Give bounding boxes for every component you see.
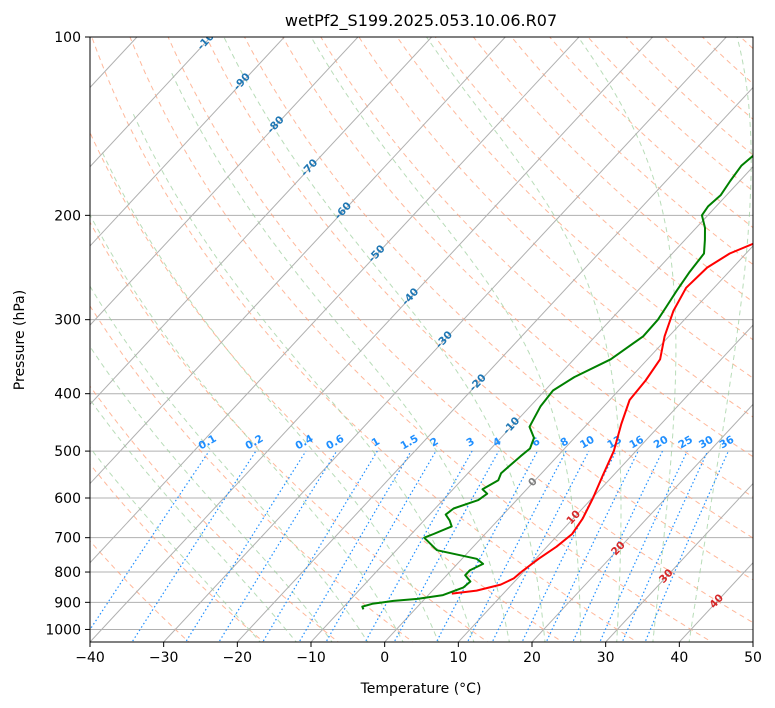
mixing-ratio-line [298, 450, 412, 642]
mixing-ratio-line [364, 450, 473, 642]
isotherm-line [236, 86, 753, 642]
isotherm-line [457, 324, 753, 642]
mixing-ratio-line [393, 450, 500, 642]
y-tick-label: 300 [54, 313, 81, 329]
isotherm-line [90, 37, 359, 326]
dry-adiabat-line [167, 37, 753, 624]
dry-adiabat-line [243, 37, 753, 539]
dry-adiabat-line [90, 463, 265, 642]
mixing-ratio-line [599, 450, 688, 642]
x-tick-label: −20 [223, 650, 253, 666]
dry-adiabat-line [434, 37, 753, 341]
mixing-ratio-line [466, 450, 567, 642]
y-tick-label: 500 [54, 444, 81, 460]
moist-adiabat-line [426, 37, 622, 642]
dry-adiabat-line [129, 37, 713, 642]
y-tick-label: 100 [54, 30, 81, 46]
isotherm-line [90, 37, 433, 406]
isotherm-line [90, 37, 654, 642]
isotherm-line [90, 37, 580, 564]
moist-adiabat-line [688, 37, 752, 642]
y-tick-label: 400 [54, 387, 81, 403]
chart-title: wetPf2_S199.2025.053.10.06.R07 [285, 11, 557, 31]
x-tick-label: 20 [523, 650, 541, 666]
moist-adiabat-line [577, 37, 677, 642]
temperature-line [451, 242, 753, 595]
plot-frame [89, 36, 754, 643]
isotherm-line [90, 37, 212, 168]
moist-adiabat-line [171, 72, 510, 642]
x-tick-label: 30 [597, 650, 615, 666]
y-axis: 100 200 300 400 500 600 700 800 900 1000 [45, 30, 90, 638]
isotherm-line [162, 37, 727, 642]
mixing-ratio-line [185, 450, 307, 642]
mixing-ratio-line [491, 450, 590, 642]
mixing-ratio-line [545, 450, 639, 642]
y-tick-label: 700 [54, 531, 81, 547]
isotherm-line [310, 165, 753, 642]
moist-adiabat-line [132, 113, 475, 642]
y-tick-label: 800 [54, 565, 81, 581]
mixing-ratio-line [521, 450, 617, 642]
dry-adiabat-line [205, 37, 753, 581]
x-tick-label: 10 [449, 650, 467, 666]
isotherm-line [90, 37, 285, 247]
y-axis-label: Pressure (hPa) [12, 290, 28, 390]
mixing-ratio-line [644, 450, 729, 642]
moist-adiabat-line [90, 446, 261, 642]
moist-adiabat-line [90, 345, 333, 642]
mixing-ratio-line [572, 450, 664, 642]
dry-adiabat-line [91, 37, 638, 642]
isotherm-line [383, 245, 753, 642]
isotherm-line [604, 482, 753, 642]
y-tick-label: 600 [54, 491, 81, 507]
dry-adiabat-line [90, 385, 340, 642]
mixing-ratio-line [325, 450, 437, 642]
isotherm-line [531, 403, 753, 642]
mixing-ratio-line [262, 450, 378, 642]
moist-adiabat-line [310, 37, 582, 642]
x-tick-label: 50 [744, 650, 762, 666]
dewpoint-line [361, 154, 753, 610]
sounding-lines [361, 154, 753, 610]
dry-adiabat-line [282, 37, 753, 498]
dry-adiabat-line [396, 37, 753, 379]
x-tick-label: 0 [380, 650, 389, 666]
x-tick-label: −10 [296, 650, 326, 666]
y-tick-label: 200 [54, 208, 81, 224]
moist-adiabat-line [100, 149, 440, 642]
moist-adiabat-line [90, 213, 404, 642]
mixing-ratio-line [621, 450, 709, 642]
x-axis: −40 −30 −20 −10 0 10 20 30 40 50 [75, 642, 762, 666]
x-tick-label: −40 [75, 650, 105, 666]
x-tick-label: 40 [670, 650, 688, 666]
dry-adiabat-line [320, 37, 753, 458]
isotherm-line [90, 37, 506, 485]
mixing-ratio-line [218, 450, 338, 642]
y-tick-label: 900 [54, 595, 81, 611]
dry-adiabat-line [90, 131, 564, 642]
background-lines [90, 37, 753, 642]
x-axis-label: Temperature (°C) [360, 681, 482, 697]
x-tick-label: −30 [149, 650, 179, 666]
mixing-ratio-line [435, 450, 539, 642]
y-tick-label: 1000 [45, 622, 81, 638]
